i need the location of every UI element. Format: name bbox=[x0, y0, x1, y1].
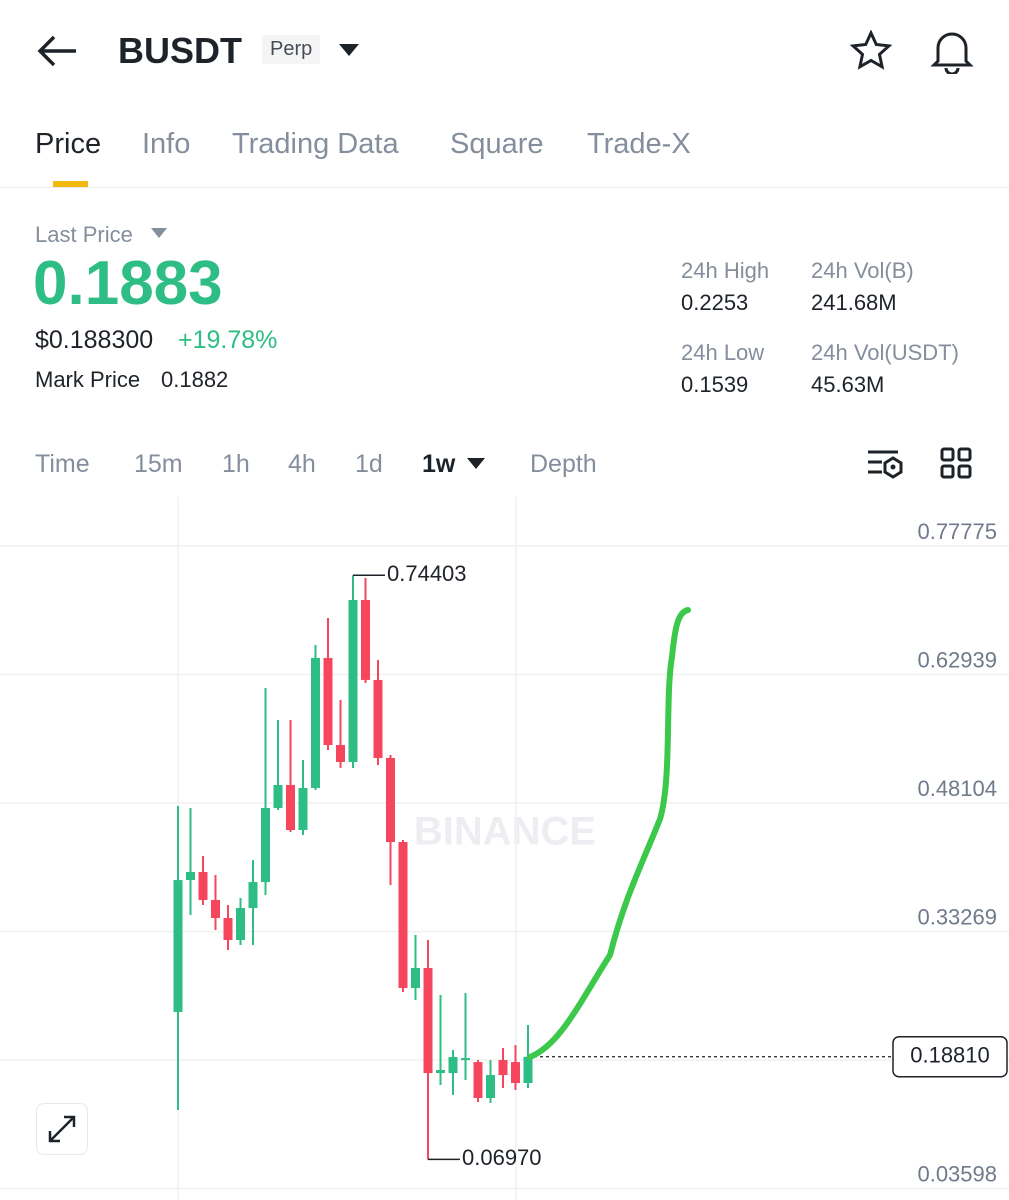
candle-body bbox=[336, 745, 345, 762]
candle-body bbox=[311, 657, 320, 788]
candle-body bbox=[473, 1062, 483, 1099]
stat-label: 24h Vol(B) bbox=[811, 258, 914, 283]
y-tick-label: 0.03598 bbox=[917, 1161, 997, 1186]
timeframe[interactable]: Time bbox=[35, 450, 90, 478]
badge: Perp bbox=[262, 35, 321, 64]
candle-body bbox=[373, 679, 383, 759]
tab[interactable]: Trading Data bbox=[232, 128, 399, 160]
candle-body bbox=[261, 807, 270, 883]
change: +19.78% bbox=[178, 326, 278, 354]
stat-value: 0.2253 bbox=[681, 290, 749, 315]
y-tick-label: 0.48104 bbox=[917, 776, 997, 801]
dropdown bbox=[467, 458, 485, 469]
candle-body bbox=[223, 917, 233, 941]
current-price-label: 0.18810 bbox=[910, 1043, 990, 1068]
candle-body bbox=[436, 1070, 445, 1074]
timeframe[interactable]: Depth bbox=[530, 450, 597, 478]
timeframe[interactable]: 4h bbox=[288, 450, 316, 478]
tab[interactable]: Price bbox=[35, 128, 102, 160]
fullscreen-button[interactable] bbox=[36, 1103, 88, 1155]
divider bbox=[0, 187, 1009, 188]
candle-body bbox=[286, 785, 295, 830]
candle-body bbox=[186, 871, 195, 881]
chart: BINANCE 0.77775 0.62939 0.48104 0.33269 0.18… bbox=[0, 497, 1009, 1200]
price-label[interactable]: Last Price bbox=[35, 222, 133, 247]
alert[interactable] bbox=[930, 28, 974, 74]
tab-indicator bbox=[53, 181, 88, 187]
mark-price: 0.1882 bbox=[161, 367, 229, 392]
candle-body bbox=[298, 787, 308, 830]
candle-body bbox=[348, 599, 358, 762]
hand-drawn-arrow bbox=[527, 607, 691, 1060]
candle-body bbox=[448, 1057, 458, 1074]
symbol[interactable]: BUSDT bbox=[118, 30, 242, 71]
candle-body bbox=[248, 882, 258, 909]
candle-body bbox=[273, 785, 283, 808]
candle-body bbox=[198, 871, 208, 900]
back-button[interactable] bbox=[36, 34, 78, 68]
candle-body bbox=[323, 657, 333, 746]
y-tick-label: 0.33269 bbox=[917, 904, 997, 929]
annotation-label: 0.06970 bbox=[462, 1145, 542, 1170]
candle-body bbox=[236, 908, 245, 941]
tab[interactable]: Trade-X bbox=[587, 128, 691, 160]
candle-body bbox=[486, 1075, 495, 1099]
timeframe[interactable]: 1w bbox=[422, 450, 456, 478]
stat-value: 241.68M bbox=[811, 290, 897, 315]
mark-label: Mark Price bbox=[35, 367, 141, 392]
candle-body bbox=[211, 899, 220, 918]
candle-body bbox=[523, 1056, 533, 1084]
expand-icon bbox=[48, 1115, 76, 1143]
stat-value: 0.1539 bbox=[681, 372, 749, 397]
y-tick-label: 0.62939 bbox=[917, 647, 997, 672]
indicator-settings[interactable] bbox=[866, 446, 904, 480]
stat-label: 24h Vol(USDT) bbox=[811, 340, 959, 365]
stat-value: 45.63M bbox=[811, 372, 885, 397]
candle-body bbox=[498, 1060, 508, 1076]
tab[interactable]: Square bbox=[450, 128, 544, 160]
candle-body bbox=[411, 967, 420, 988]
layout[interactable] bbox=[940, 447, 972, 479]
candle-body bbox=[511, 1062, 520, 1084]
stat-label: 24h High bbox=[681, 258, 770, 283]
favorite[interactable] bbox=[850, 30, 892, 72]
candle-body bbox=[386, 758, 395, 843]
timeframe[interactable]: 15m bbox=[134, 450, 183, 478]
annotation-label: 0.74403 bbox=[387, 561, 467, 586]
current-price-box bbox=[892, 1036, 1008, 1078]
dropdown bbox=[151, 228, 167, 238]
y-tick-label: 0.77775 bbox=[917, 519, 997, 544]
usd-price: $0.188300 bbox=[35, 326, 154, 354]
timeframe[interactable]: 1h bbox=[222, 450, 250, 478]
last-price: 0.1883 bbox=[33, 249, 223, 318]
candle-body bbox=[423, 967, 433, 1074]
timeframe[interactable]: 1d bbox=[355, 450, 383, 478]
candle-body bbox=[361, 599, 370, 680]
candle-body bbox=[461, 1058, 470, 1061]
stat-label: 24h Low bbox=[681, 340, 765, 365]
watermark: BINANCE bbox=[414, 810, 596, 854]
candle-body bbox=[398, 842, 408, 988]
tab[interactable]: Info bbox=[142, 128, 191, 160]
dropdown[interactable] bbox=[338, 43, 360, 57]
candle-body bbox=[173, 880, 183, 1012]
